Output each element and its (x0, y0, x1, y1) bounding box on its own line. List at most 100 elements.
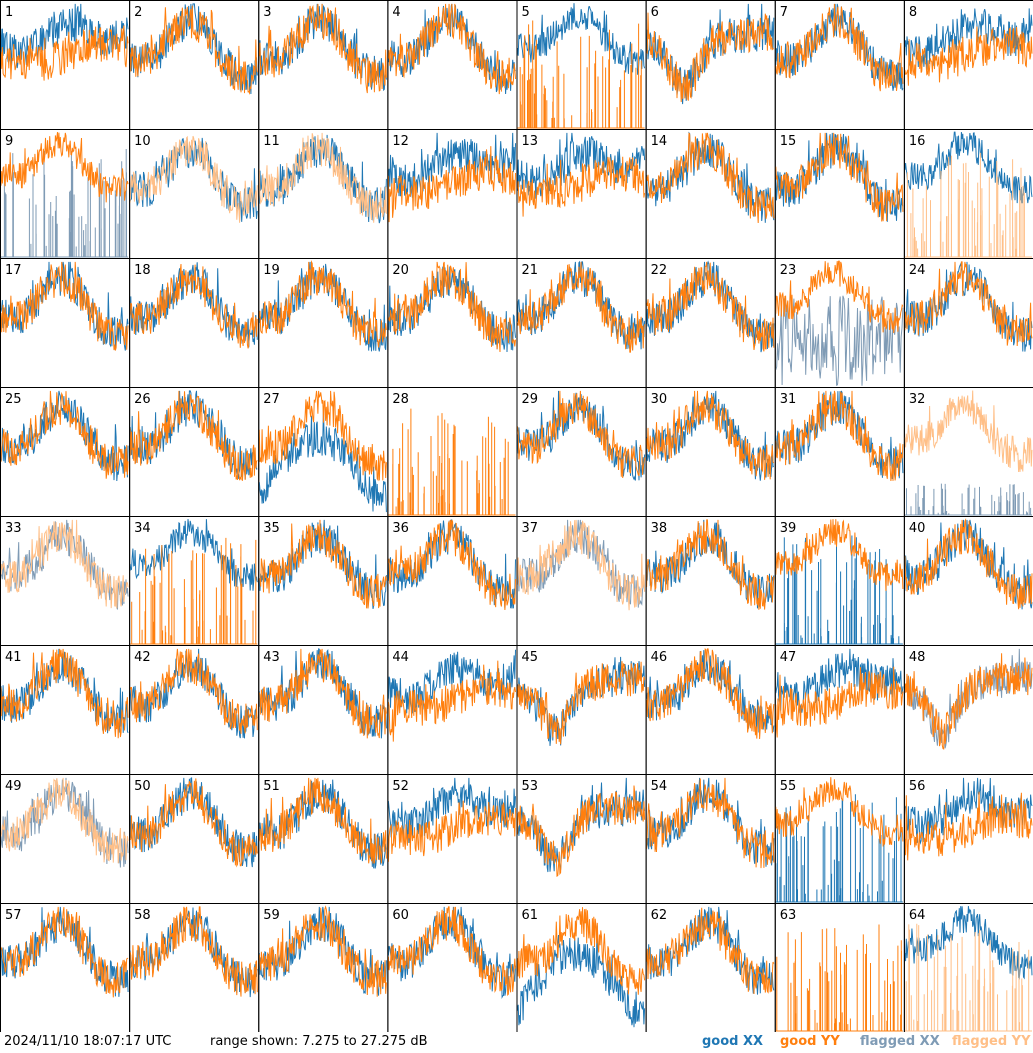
panel-24: 24 (903, 258, 1033, 388)
panel-37: 37 (516, 516, 647, 646)
legend-good-yy: good YY (780, 1034, 840, 1049)
trace-xx-30 (646, 390, 775, 481)
panel-41: 41 (0, 645, 131, 775)
panel-label-19: 19 (263, 263, 280, 278)
trace-yy-14 (646, 132, 775, 224)
trace-yy-39 (775, 519, 904, 591)
panel-1: 1 (0, 0, 131, 130)
legend-good-yy-label-a: good (780, 1034, 821, 1049)
panel-label-13: 13 (522, 134, 539, 149)
panel-label-29: 29 (522, 392, 539, 407)
trace-yy-56 (904, 791, 1033, 861)
trace-xx-46 (646, 650, 775, 735)
trace-yy-31 (775, 390, 904, 482)
panel-39: 39 (774, 516, 905, 646)
panel-12: 12 (387, 129, 518, 259)
trace-yy-42 (129, 648, 258, 734)
panel-label-50: 50 (134, 779, 151, 794)
trace-yy-26 (129, 390, 258, 481)
trace-xx-50 (129, 777, 258, 868)
trace-xx-1 (0, 3, 129, 69)
panel-label-45: 45 (522, 650, 539, 665)
panel-label-4: 4 (392, 5, 400, 20)
panel-14: 14 (645, 129, 776, 259)
panel-label-16: 16 (909, 134, 926, 149)
panel-label-17: 17 (5, 263, 22, 278)
panel-36: 36 (387, 516, 518, 646)
panel-label-64: 64 (909, 908, 926, 923)
trace-yy-36 (387, 519, 516, 611)
trace-xx-32 (904, 483, 1032, 516)
panel-5: 5 (516, 0, 647, 130)
trace-xx-5 (517, 3, 646, 75)
panel-border-9 (0, 129, 131, 259)
panel-60: 60 (387, 903, 518, 1032)
trace-yy-18 (129, 263, 258, 349)
panel-label-5: 5 (522, 5, 530, 20)
trace-yy-7 (775, 3, 904, 92)
panel-label-60: 60 (392, 908, 409, 923)
legend-flagged-xx: flagged XX (860, 1034, 940, 1049)
panel-64: 64 (903, 903, 1033, 1032)
trace-yy-5 (517, 20, 645, 129)
trace-yy-20 (387, 261, 516, 353)
panel-label-23: 23 (780, 263, 797, 278)
trace-yy-25 (0, 390, 129, 479)
panel-57: 57 (0, 903, 131, 1032)
trace-xx-47 (775, 648, 904, 714)
panel-13: 13 (516, 129, 647, 259)
trace-yy-21 (517, 261, 646, 353)
panel-4: 4 (387, 0, 518, 130)
panel-17: 17 (0, 258, 131, 388)
trace-xx-14 (646, 131, 775, 223)
panel-45: 45 (516, 645, 647, 775)
panel-54: 54 (645, 774, 776, 904)
panel-label-34: 34 (134, 521, 151, 536)
trace-yy-61 (517, 907, 646, 995)
panel-8: 8 (903, 0, 1033, 130)
footer-bar: 2024/11/10 18:07:17 UTC range shown: 7.2… (0, 1032, 1033, 1053)
panel-label-63: 63 (780, 908, 797, 923)
trace-yy-52 (387, 800, 516, 862)
panel-label-10: 10 (134, 134, 151, 149)
trace-yy-4 (387, 3, 516, 95)
panel-40: 40 (903, 516, 1033, 646)
trace-yy-53 (517, 785, 646, 877)
panel-label-32: 32 (909, 392, 926, 407)
panel-label-48: 48 (909, 650, 926, 665)
panel-6: 6 (645, 0, 776, 130)
trace-yy-24 (904, 261, 1033, 347)
panel-label-2: 2 (134, 5, 142, 20)
panel-22: 22 (645, 258, 776, 388)
trace-yy-49 (0, 777, 129, 864)
trace-yy-8 (904, 26, 1033, 86)
trace-xx-31 (775, 390, 904, 480)
panel-label-1: 1 (5, 5, 13, 20)
trace-xx-61 (517, 925, 646, 1028)
trace-xx-9 (1, 149, 129, 258)
panel-label-31: 31 (780, 392, 797, 407)
panel-38: 38 (645, 516, 776, 646)
panel-31: 31 (774, 387, 905, 517)
panel-9: 9 (0, 129, 131, 259)
trace-yy-32 (904, 390, 1033, 473)
trace-xx-39 (775, 535, 903, 645)
panel-label-14: 14 (651, 134, 668, 149)
trace-xx-55 (775, 794, 903, 903)
panel-20: 20 (387, 258, 518, 388)
trace-yy-13 (517, 156, 646, 217)
trace-yy-58 (129, 906, 258, 997)
panel-59: 59 (258, 903, 389, 1032)
trace-xx-2 (129, 3, 258, 95)
trace-yy-48 (904, 653, 1033, 750)
trace-yy-9 (0, 132, 129, 203)
panel-label-56: 56 (909, 779, 926, 794)
panel-25: 25 (0, 387, 131, 517)
panel-label-25: 25 (5, 392, 22, 407)
trace-yy-17 (0, 261, 129, 351)
legend-good-xx-label-a: good (702, 1034, 743, 1049)
trace-yy-51 (258, 777, 387, 864)
trace-yy-62 (646, 907, 775, 995)
trace-xx-56 (904, 777, 1033, 845)
legend-flagged-yy: flagged YY (952, 1034, 1031, 1049)
